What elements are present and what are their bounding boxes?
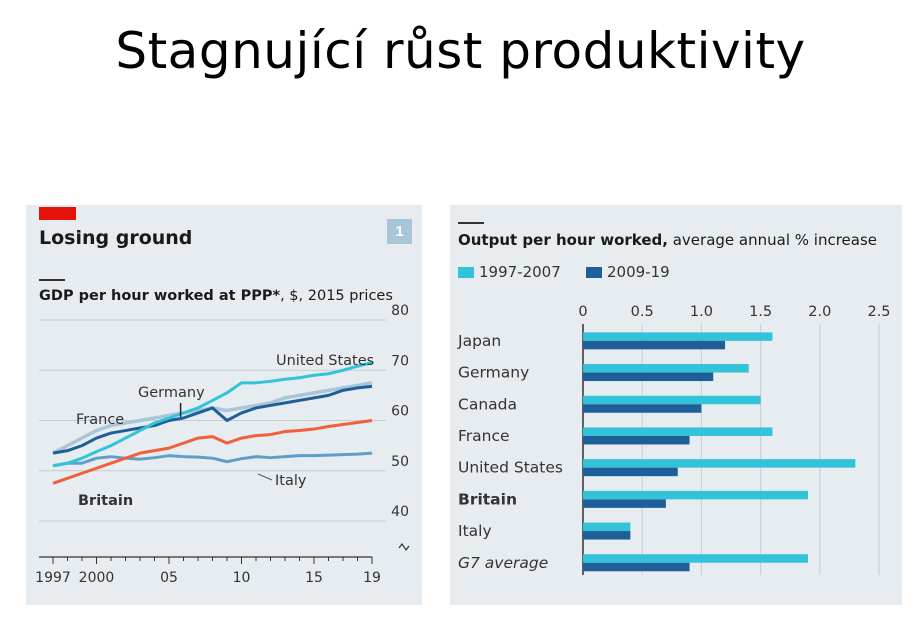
chart-subtitle: Output per hour worked, average annual %… xyxy=(458,231,877,249)
series-line-britain xyxy=(52,419,373,485)
subtitle-rest: , $, 2015 prices xyxy=(280,288,393,304)
bar-1997-2007 xyxy=(583,427,773,436)
x-tick-label: 10 xyxy=(233,570,251,586)
y-tick-label: 50 xyxy=(391,454,409,470)
bar-1997-2007 xyxy=(583,522,631,532)
bar-1997-2007 xyxy=(583,459,856,468)
bar-2009-19 xyxy=(583,562,690,572)
bar-1997-2007 xyxy=(583,395,761,405)
bar-2009-19 xyxy=(583,372,714,382)
x-tick-label: 1997 xyxy=(35,570,71,586)
y-tick-label: 40 xyxy=(391,504,409,520)
category-label: Britain xyxy=(458,490,517,508)
category-label: Italy xyxy=(458,522,492,540)
x-tick-label: 2000 xyxy=(79,570,115,586)
y-tick-label: 80 xyxy=(391,303,409,319)
bar-1997-2007 xyxy=(583,332,773,341)
x-tick-label: 15 xyxy=(305,570,323,586)
x-tick-label: 1.0 xyxy=(690,304,713,320)
x-tick-label: 0.5 xyxy=(631,304,654,320)
bar-chart-panel: Output per hour worked, average annual %… xyxy=(450,205,902,605)
series-line-germany xyxy=(52,384,373,455)
x-tick-label: 1.5 xyxy=(749,304,772,320)
line-chart-panel: Losing ground 1 GDP per hour worked at P… xyxy=(26,205,422,605)
bar-2009-19 xyxy=(583,340,726,350)
slide-title: Stagnující růst produktivity xyxy=(115,22,806,80)
bar-1997-2007 xyxy=(583,364,749,373)
subtitle-rest: average annual % increase xyxy=(667,231,877,249)
category-label: Canada xyxy=(458,395,517,413)
subtitle-bold: Output per hour worked, xyxy=(458,231,668,249)
series-label-france: France xyxy=(76,412,124,428)
title-rule xyxy=(458,222,484,224)
italy-leader-line xyxy=(257,473,273,481)
series-label-italy: Italy xyxy=(275,473,307,489)
bar-chart-plot: 0 0.5 1.0 1.5 2.0 2.5 Japan Germany Canada France… xyxy=(457,304,891,575)
bar-2009-19 xyxy=(583,499,666,508)
title-rule xyxy=(39,279,65,281)
bar-2009-19 xyxy=(583,531,631,540)
bar-2009-19 xyxy=(583,404,702,413)
legend-item-1997-2007: 1997-2007 xyxy=(458,263,561,281)
x-tick-label: 0 xyxy=(578,304,587,320)
series-line-italy xyxy=(52,451,373,468)
y-tick-label: 60 xyxy=(391,404,409,420)
x-tick-label: 2.5 xyxy=(867,304,890,320)
chart-number-badge: 1 xyxy=(387,219,412,244)
category-label: United States xyxy=(458,459,563,477)
x-tick-label: 19 xyxy=(363,570,381,586)
x-tick-label: 2.0 xyxy=(808,304,831,320)
series-line-united-states xyxy=(52,361,373,468)
axis-break-mark xyxy=(398,542,410,552)
chart-subtitle: GDP per hour worked at PPP*, $, 2015 pri… xyxy=(39,288,393,304)
legend-swatch xyxy=(458,267,474,278)
bar-1997-2007 xyxy=(583,490,808,500)
bar-2009-19 xyxy=(583,467,678,477)
bar-2009-19 xyxy=(583,435,690,445)
legend-swatch xyxy=(586,267,602,278)
series-label-germany: Germany xyxy=(138,385,205,401)
category-label: France xyxy=(458,427,510,445)
legend-item-2009-19: 2009-19 xyxy=(586,263,670,281)
series-label-britain: Britain xyxy=(78,493,133,509)
brand-tag xyxy=(39,207,76,220)
y-tick-label: 70 xyxy=(391,353,409,369)
legend-label: 1997-2007 xyxy=(479,263,561,281)
category-label: Germany xyxy=(458,364,529,382)
legend-label: 2009-19 xyxy=(607,263,670,281)
category-label: G7 average xyxy=(458,554,548,572)
line-chart-plot: 40 50 60 70 80 1997 2000 05 10 15 19 United States G… xyxy=(35,303,410,586)
series-label-united-states: United States xyxy=(276,353,374,369)
x-tick-label: 05 xyxy=(160,570,178,586)
subtitle-bold: GDP per hour worked at PPP* xyxy=(39,288,281,304)
category-label: Japan xyxy=(457,332,501,350)
bar-1997-2007 xyxy=(583,554,808,563)
chart-title: Losing ground xyxy=(39,227,193,249)
